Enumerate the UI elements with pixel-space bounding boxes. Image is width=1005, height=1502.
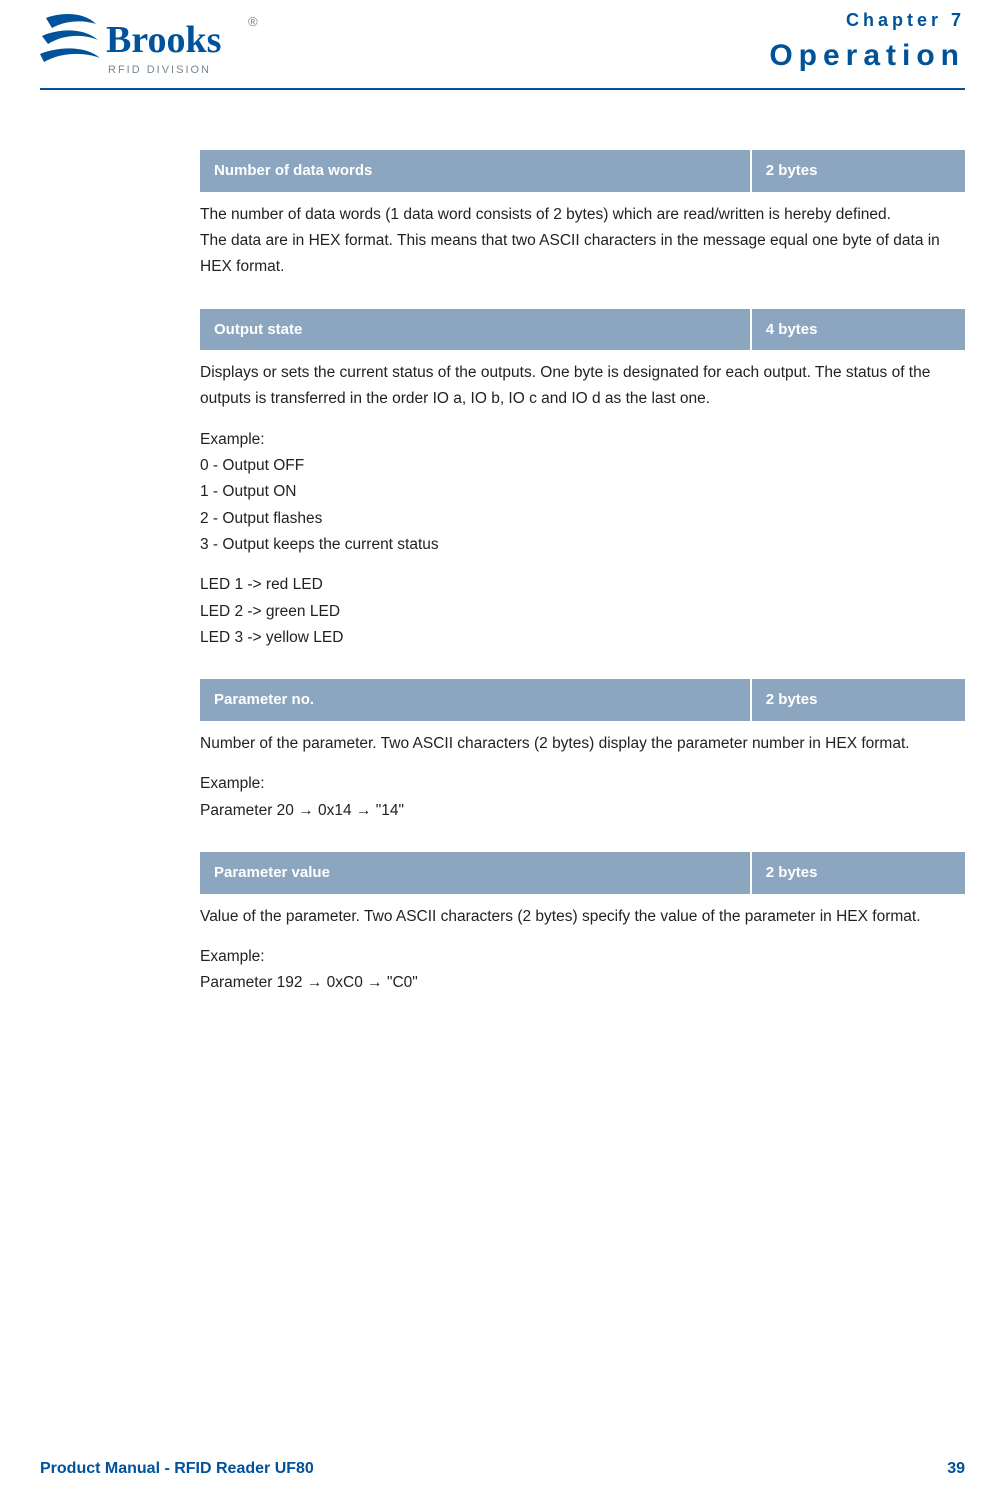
example-line: Example: <box>200 427 965 453</box>
extra-line: LED 1 -> red LED <box>200 572 965 598</box>
extra-line: LED 2 -> green LED <box>200 599 965 625</box>
param-bytes: 2 bytes <box>751 852 965 894</box>
content-area: Number of data words 2 bytes The number … <box>200 150 965 997</box>
param-bytes: 2 bytes <box>751 679 965 721</box>
paragraph: The data are in HEX format. This means t… <box>200 228 965 281</box>
brooks-logo-icon: Brooks ® <box>40 10 260 70</box>
chapter-block: Chapter 7 Operation <box>769 10 965 73</box>
param-header-output-state: Output state 4 bytes <box>200 309 965 351</box>
param-header-number-of-data-words: Number of data words 2 bytes <box>200 150 965 192</box>
param-bytes: 4 bytes <box>751 309 965 351</box>
page-footer: Product Manual - RFID Reader UF80 39 <box>40 1460 965 1478</box>
example-line: 2 - Output flashes <box>200 506 965 532</box>
paragraph: Number of the parameter. Two ASCII chara… <box>200 731 965 757</box>
svg-text:Brooks: Brooks <box>106 19 221 61</box>
param-name: Number of data words <box>200 150 751 192</box>
logo-subtext: RFID DIVISION <box>108 64 211 76</box>
param-name: Parameter value <box>200 852 751 894</box>
page-header: Brooks ® RFID DIVISION Chapter 7 Operati… <box>0 0 1005 76</box>
paragraph: Value of the parameter. Two ASCII charac… <box>200 904 965 930</box>
param-name: Output state <box>200 309 751 351</box>
logo-block: Brooks ® RFID DIVISION <box>40 10 260 76</box>
example-line: 3 - Output keeps the current status <box>200 532 965 558</box>
footer-page-number: 39 <box>947 1460 965 1478</box>
footer-title: Product Manual - RFID Reader UF80 <box>40 1460 314 1478</box>
section-title: Operation <box>769 39 965 73</box>
example-line: Parameter 192 → 0xC0 → "C0" <box>200 970 965 996</box>
param-name: Parameter no. <box>200 679 751 721</box>
paragraph: Displays or sets the current status of t… <box>200 360 965 413</box>
param-bytes: 2 bytes <box>751 150 965 192</box>
example-line: Example: <box>200 771 965 797</box>
chapter-label: Chapter 7 <box>769 10 965 31</box>
header-rule <box>40 88 965 90</box>
example-block: Example: Parameter 20 → 0x14 → "14" <box>200 771 965 824</box>
extra-block: LED 1 -> red LED LED 2 -> green LED LED … <box>200 572 965 651</box>
example-line: Parameter 20 → 0x14 → "14" <box>200 798 965 824</box>
param-header-parameter-no: Parameter no. 2 bytes <box>200 679 965 721</box>
example-line: 1 - Output ON <box>200 479 965 505</box>
paragraph: The number of data words (1 data word co… <box>200 202 965 228</box>
example-block: Example: Parameter 192 → 0xC0 → "C0" <box>200 944 965 997</box>
svg-text:®: ® <box>248 14 258 29</box>
example-line: 0 - Output OFF <box>200 453 965 479</box>
param-header-parameter-value: Parameter value 2 bytes <box>200 852 965 894</box>
extra-line: LED 3 -> yellow LED <box>200 625 965 651</box>
example-block: Example: 0 - Output OFF 1 - Output ON 2 … <box>200 427 965 559</box>
example-line: Example: <box>200 944 965 970</box>
